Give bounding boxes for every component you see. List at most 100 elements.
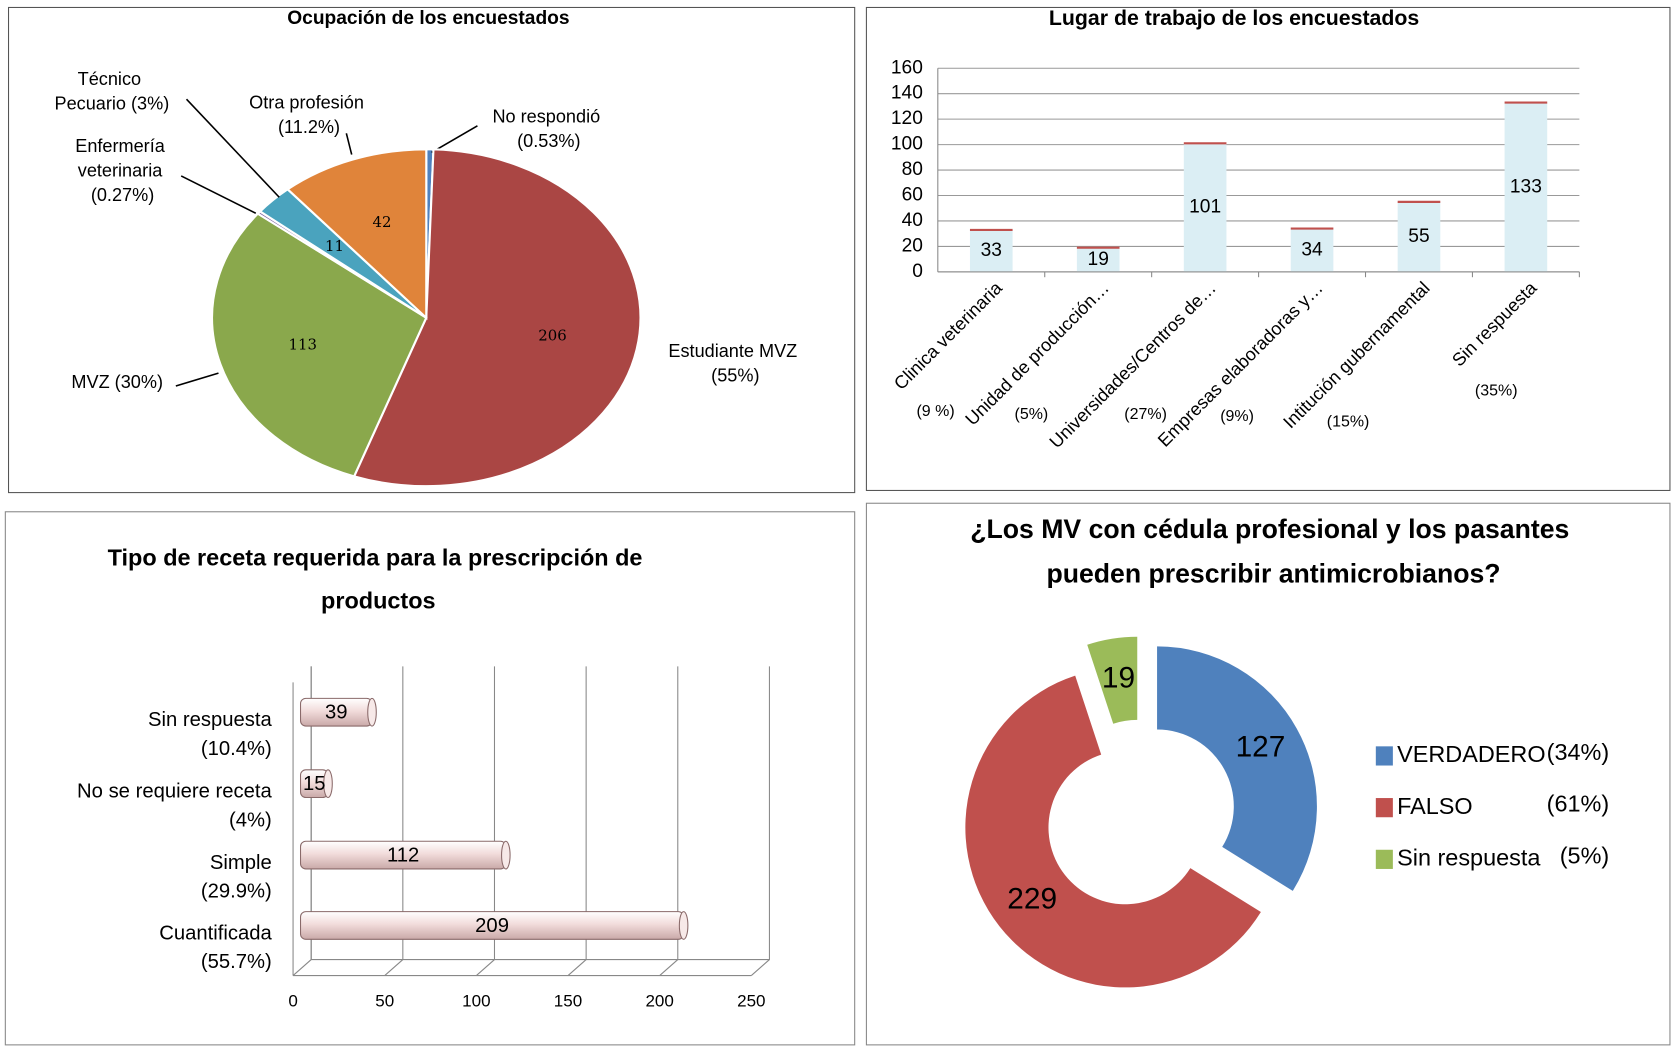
grid-line (476, 666, 496, 976)
category-label: Técnico Pecuario (3%) (55, 69, 170, 114)
x-tick-label: 200 (645, 992, 673, 1011)
y-tick-label: 120 (891, 108, 923, 129)
legend-percent: (61%) (1547, 791, 1610, 817)
data-label: 33 (981, 240, 1002, 261)
chart-title: Lugar de trabajo de los encuestados (1049, 6, 1419, 30)
data-label: 19 (1088, 249, 1109, 270)
data-label: 42 (373, 213, 392, 231)
legend-percent: (34%) (1547, 739, 1610, 765)
y-tick-label: 40 (902, 210, 923, 231)
y-tick-label: 20 (902, 235, 923, 256)
pie-slice (352, 148, 642, 488)
category-label: MVZ (30%) (71, 372, 163, 392)
category-label: Estudiante MVZ (55%) (668, 341, 802, 386)
x-tick-label: 150 (554, 992, 582, 1011)
panel (865, 502, 1671, 1046)
panel (7, 6, 856, 494)
data-label: 39 (325, 702, 348, 724)
x-tick-label: 100 (462, 992, 490, 1011)
leader-line (431, 125, 478, 154)
pie-slice (285, 148, 428, 321)
y-tick-label: No se requiere receta (77, 781, 272, 803)
data-label: 127 (1236, 731, 1286, 764)
leader-line (175, 372, 219, 387)
bar-cap (323, 769, 333, 799)
data-label: 11 (325, 237, 344, 255)
bar (1504, 102, 1548, 272)
bar (969, 229, 1013, 272)
panel (4, 511, 856, 1046)
x-tick-label: Clinica veterinaria (890, 277, 1007, 394)
data-label: 55 (1408, 226, 1429, 247)
leader-line (185, 98, 280, 198)
bar-cap (678, 911, 689, 940)
data-label: 133 (1510, 176, 1542, 197)
legend-swatch (1375, 849, 1393, 869)
chart-title: Tipo de receta requerida para la prescri… (108, 545, 649, 614)
data-label: 112 (387, 844, 419, 866)
legend-label: Sin respuesta (1397, 845, 1541, 871)
y-tick-label: 160 (891, 57, 923, 78)
legend-percent: (5%) (1560, 842, 1609, 868)
data-label: 206 (538, 327, 566, 345)
data-label: 34 (1301, 239, 1323, 260)
category-percent-label: (4%) (229, 809, 272, 831)
y-tick-label: Simple (210, 852, 272, 874)
y-tick-label: 80 (902, 159, 923, 180)
category-percent-label: (15%) (1327, 413, 1370, 430)
category-percent-label: (35%) (1475, 383, 1518, 400)
data-label: 113 (289, 336, 317, 354)
data-label: 101 (1189, 197, 1221, 218)
category-label: Otra profesión (11.2%) (249, 92, 369, 137)
y-tick-label: 100 (891, 134, 923, 155)
legend-label: FALSO (1397, 793, 1473, 819)
legend-swatch (1375, 798, 1393, 818)
pie-slice (211, 212, 428, 478)
y-tick-label: 60 (902, 185, 923, 206)
donut-segment (965, 675, 1261, 988)
category-percent-label: (5%) (1015, 406, 1049, 423)
x-tick-label: 0 (288, 992, 297, 1011)
category-percent-label: (27%) (1124, 406, 1167, 423)
y-tick-label: 0 (912, 261, 923, 282)
leader-line (180, 175, 257, 214)
data-label: 15 (303, 773, 326, 795)
grid-line (567, 666, 587, 976)
category-percent-label: (29.9%) (201, 881, 272, 903)
donut-segment (1157, 646, 1317, 891)
bar (1076, 247, 1120, 272)
grid-line (659, 666, 679, 976)
category-label: No respondió (0.53%) (492, 106, 605, 151)
chart-title: Ocupación de los encuestados (287, 8, 569, 29)
chart-title: ¿Los MV con cédula profesional y los pas… (970, 514, 1576, 589)
y-tick-label: Sin respuesta (148, 709, 273, 731)
bar-cap (367, 697, 377, 727)
panel (865, 6, 1671, 491)
category-percent-label: (9 %) (917, 403, 955, 420)
grid-line (750, 666, 770, 976)
legend-label: VERDADERO (1397, 741, 1545, 767)
data-label: 209 (475, 915, 509, 937)
y-tick-label: 140 (891, 83, 923, 104)
data-label: 229 (1007, 882, 1057, 915)
grid-line (292, 666, 312, 976)
bar (1290, 228, 1334, 272)
category-percent-label: (9%) (1220, 408, 1254, 425)
leader-line (345, 133, 353, 155)
grid-line (384, 666, 404, 976)
bar (1397, 201, 1441, 272)
legend-swatch (1375, 746, 1393, 766)
x-tick-label: Sin respuesta (1448, 277, 1541, 370)
x-tick-label: 50 (375, 992, 394, 1011)
bar (1183, 143, 1227, 272)
data-label: 19 (1102, 662, 1135, 695)
category-label: Enfermería veterinaria (0.27%) (75, 136, 170, 205)
y-tick-label: Cuantificada (159, 922, 272, 944)
canvas: Ocupación de los encuestados No respondió… (4, 6, 1671, 1046)
x-tick-label: 250 (737, 992, 765, 1011)
bar-cap (501, 840, 511, 870)
donut-segment (1087, 636, 1138, 724)
category-percent-label: (55.7%) (201, 951, 272, 973)
category-percent-label: (10.4%) (201, 738, 272, 760)
